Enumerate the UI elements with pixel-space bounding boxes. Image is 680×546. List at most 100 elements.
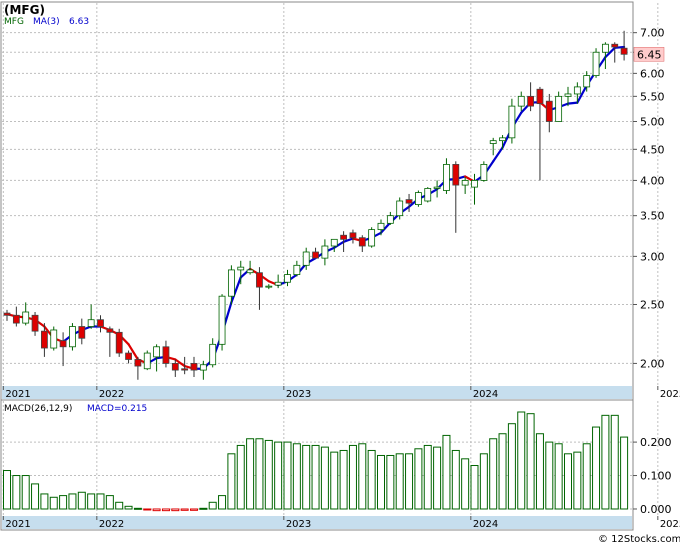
- candle-body: [265, 285, 273, 288]
- macd-x-axis-band: [2, 516, 632, 529]
- candle: [153, 344, 161, 372]
- candle: [302, 247, 310, 270]
- candle-body: [59, 340, 67, 348]
- macd-bar: [59, 495, 68, 510]
- candle-body: [536, 88, 544, 105]
- candle: [41, 323, 48, 357]
- macd-x-tick-label: 2025: [660, 519, 680, 530]
- candle: [452, 161, 460, 233]
- macd-bar: [161, 508, 170, 512]
- candle-body: [50, 329, 58, 349]
- ma3-segment: [127, 343, 139, 361]
- candle-body: [424, 188, 432, 202]
- candle-body: [125, 352, 132, 360]
- candle-body: [368, 229, 376, 247]
- macd-bar: [498, 433, 507, 510]
- candle-body: [573, 86, 581, 95]
- candle-body: [199, 364, 207, 371]
- candle-body: [237, 266, 245, 271]
- price-x-axis-band: [2, 386, 632, 399]
- candle: [209, 338, 217, 368]
- macd-tick-label: 0.000: [640, 503, 672, 516]
- macd-bar: [339, 449, 348, 510]
- price-tick-label: 6.00: [640, 67, 665, 80]
- candle: [87, 304, 95, 329]
- candle-body: [312, 251, 319, 259]
- candle-body: [508, 105, 516, 139]
- macd-bar: [190, 508, 198, 511]
- candle: [12, 306, 20, 327]
- price-tick-label: 2.50: [640, 299, 665, 312]
- candle: [69, 323, 76, 351]
- price-tick-label: 4.50: [640, 143, 665, 156]
- candle: [293, 260, 301, 277]
- candle: [3, 309, 11, 321]
- macd-bar: [489, 438, 498, 510]
- candle-body: [471, 180, 478, 188]
- candle-body: [171, 363, 179, 371]
- candle: [602, 42, 609, 70]
- macd-bar: [246, 438, 255, 510]
- candle: [190, 356, 198, 377]
- macd-bar: [283, 441, 292, 510]
- candle: [592, 48, 600, 78]
- macd-bar: [143, 508, 152, 511]
- candle: [181, 356, 189, 375]
- macd-bar: [105, 495, 114, 510]
- candle-body: [12, 314, 20, 324]
- candle-body: [405, 199, 413, 204]
- candle-body: [31, 314, 39, 332]
- macd-tick-label: 0.100: [640, 470, 672, 483]
- candle: [162, 340, 170, 368]
- macd-bar: [386, 454, 395, 510]
- watermark: © 12Stocks.com: [598, 534, 680, 545]
- ma3-segment: [174, 358, 186, 368]
- price-tick-label: 2.00: [640, 357, 665, 370]
- candle: [199, 360, 207, 380]
- candle: [246, 260, 254, 275]
- candle-body: [181, 368, 189, 371]
- ma3-segment: [333, 240, 345, 249]
- candle-body: [555, 95, 563, 122]
- candle: [517, 91, 525, 112]
- candle-body: [227, 269, 235, 297]
- candle: [386, 211, 394, 225]
- macd-tick-label: 0.200: [640, 436, 672, 449]
- macd-bar: [227, 453, 236, 510]
- candle-body: [499, 137, 506, 142]
- candle-body: [377, 222, 385, 231]
- macd-bar: [218, 495, 227, 510]
- ma3-segment: [576, 84, 588, 104]
- macd-x-tick-label: 2021: [5, 519, 30, 530]
- macd-bar: [433, 446, 442, 510]
- candle: [218, 294, 226, 351]
- macd-x-axis-labels: 2021 2022 2023 2024 2025: [2, 516, 680, 530]
- candle: [555, 91, 563, 122]
- candle-body: [153, 346, 161, 358]
- candle: [321, 239, 329, 266]
- macd-bar: [442, 434, 451, 510]
- macd-bar: [255, 438, 264, 510]
- candle-body: [274, 281, 282, 286]
- price-tick-label: 3.50: [640, 210, 665, 223]
- candle: [573, 82, 581, 104]
- candle: [471, 173, 478, 205]
- macd-bar: [554, 443, 563, 510]
- macd-bar: [358, 443, 367, 510]
- candle-body: [386, 215, 394, 224]
- macd-bar: [124, 505, 133, 510]
- macd-x-tick-label: 2022: [99, 519, 124, 530]
- price-x-tick-label: 2024: [473, 389, 498, 400]
- candle: [433, 180, 441, 198]
- candle-body: [190, 363, 198, 371]
- macd-bar: [377, 454, 385, 510]
- candle-body: [396, 200, 404, 217]
- candle: [620, 30, 628, 61]
- candle-body: [293, 264, 301, 275]
- candle: [31, 312, 39, 336]
- price-x-tick-label: 2025: [660, 389, 680, 400]
- candle: [358, 235, 366, 253]
- candle: [461, 177, 469, 194]
- candle: [480, 161, 488, 182]
- candle: [115, 328, 123, 357]
